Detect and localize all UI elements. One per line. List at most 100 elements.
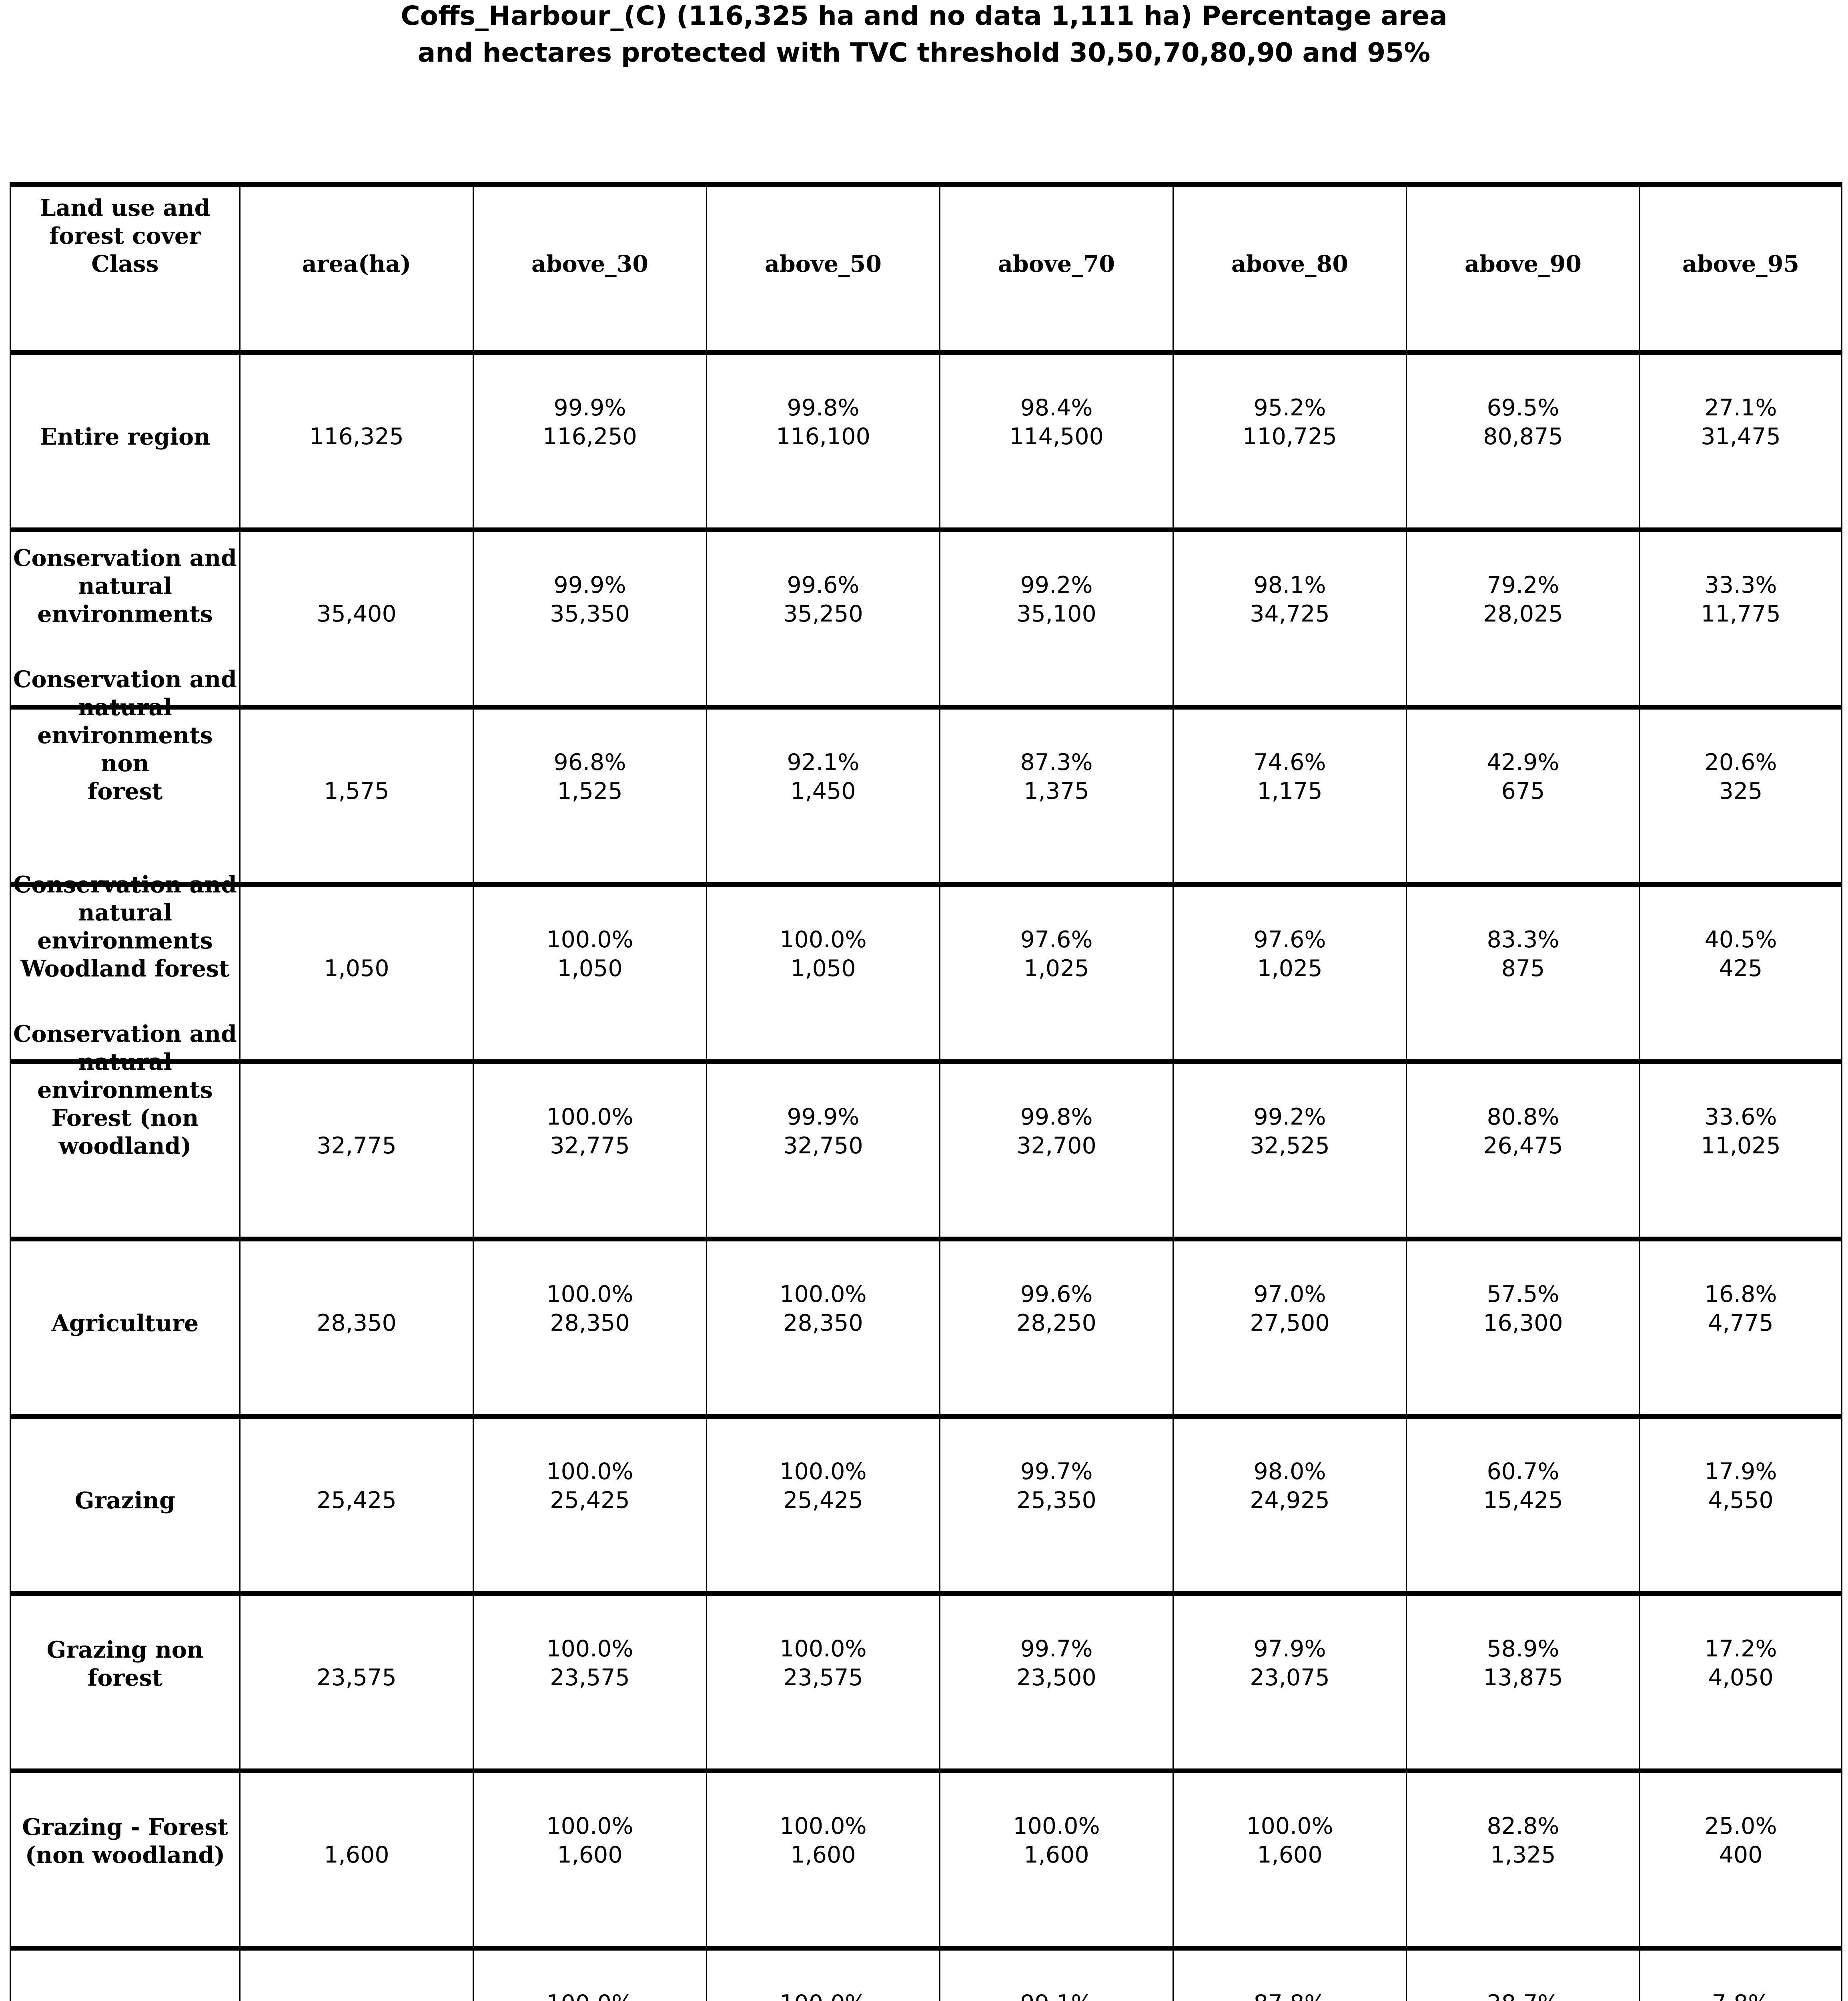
area-cell: 35,400 bbox=[241, 532, 474, 705]
data-cell-above95: 7.8% 225 bbox=[1640, 1951, 1841, 2001]
data-cell-above50: 100.0% 25,425 bbox=[707, 1419, 940, 1591]
data-cell-above80: 99.2% 32,525 bbox=[1174, 1064, 1407, 1237]
data-cell-above70: 99.1% 2,850 bbox=[940, 1951, 1174, 2001]
column-header-label: area(ha) bbox=[302, 251, 411, 277]
area-cell: 2,875 bbox=[241, 1951, 474, 2001]
data-cell-above80: 97.9% 23,075 bbox=[1174, 1596, 1407, 1768]
data-cell-above95: 17.9% 4,550 bbox=[1704, 1458, 1777, 1514]
column-header-label: above_80 bbox=[1231, 251, 1348, 277]
column-header-above50: above_50 bbox=[707, 187, 940, 350]
data-cell-above30: 100.0% 32,775 bbox=[474, 1064, 707, 1237]
data-cell-above30: 100.0% 23,575 bbox=[474, 1596, 707, 1768]
table-row: Conservation and natural environments Fo… bbox=[11, 1021, 1841, 1241]
data-cell-above95: 33.6% 11,025 bbox=[1701, 1103, 1781, 1159]
data-cell-above95: 27.1% 31,475 bbox=[1701, 394, 1781, 450]
data-cell-above50: 99.9% 32,750 bbox=[707, 1064, 940, 1237]
data-cell-above70: 97.6% 1,025 bbox=[940, 887, 1174, 1059]
column-header-above70: above_70 bbox=[940, 187, 1174, 350]
column-header-label: above_30 bbox=[531, 251, 648, 277]
data-cell-above50: 99.8% 116,100 bbox=[707, 355, 940, 527]
column-header-above95: above_95 bbox=[1640, 187, 1841, 350]
area-cell: 28,350 bbox=[241, 1241, 474, 1414]
data-cell-above30: 100.0% 25,425 bbox=[474, 1419, 707, 1591]
table-row: Conservation and natural environments 35… bbox=[11, 532, 1841, 710]
data-cell-above30: 99.9% 116,250 bbox=[474, 355, 707, 527]
data-cell-above30: 99.9% 35,350 bbox=[474, 532, 707, 705]
data-cell-above70: 99.7% 25,350 bbox=[940, 1419, 1174, 1591]
data-cell-above95: 25.0% 400 bbox=[1704, 1813, 1777, 1868]
data-cell-above80: 100.0% 1,600 bbox=[1174, 1773, 1407, 1946]
tvc-threshold-table: Land use and forest cover Class area(ha)… bbox=[10, 182, 1842, 2001]
data-cell-above90: 42.9% 675 bbox=[1407, 710, 1640, 882]
data-cell-above90: 58.9% 13,875 bbox=[1407, 1596, 1640, 1768]
data-cell-above80: 98.1% 34,725 bbox=[1174, 532, 1407, 705]
data-cell-above95: 40.5% 425 bbox=[1704, 926, 1777, 982]
table-row: Entire region 116,325 99.9% 116,250 99.8… bbox=[11, 355, 1841, 532]
table-row: Grazing non forest 23,575 100.0% 23,575 … bbox=[11, 1596, 1841, 1773]
data-cell-above80: 97.0% 27,500 bbox=[1174, 1241, 1407, 1414]
table-row: Grazing - Forest (non woodland) 1,600 10… bbox=[11, 1773, 1841, 1951]
data-cell-above50: 92.1% 1,450 bbox=[707, 710, 940, 882]
area-cell: 116,325 bbox=[241, 355, 474, 527]
data-cell-above95: 17.2% 4,050 bbox=[1704, 1635, 1777, 1691]
data-cell-above95: 20.6% 325 bbox=[1704, 749, 1777, 804]
data-cell-above90: 28.7% 825 bbox=[1407, 1951, 1640, 2001]
corner-header-cell: Land use and forest cover Class bbox=[11, 187, 241, 350]
area-cell: 32,775 bbox=[241, 1064, 474, 1237]
table-row: Conservation and natural environments Wo… bbox=[11, 871, 1841, 1064]
row-label-cell: Conservation and natural environments bbox=[11, 532, 241, 705]
column-header-label: above_50 bbox=[764, 251, 882, 277]
data-cell-above70: 99.7% 23,500 bbox=[940, 1596, 1174, 1768]
column-header-above80: above_80 bbox=[1174, 187, 1407, 350]
row-label-cell: Conservation and natural environments no… bbox=[11, 666, 241, 882]
area-cell: 1,050 bbox=[241, 887, 474, 1059]
row-label-cell: Grazing non forest bbox=[11, 1596, 241, 1768]
data-cell-above90: 80.8% 26,475 bbox=[1407, 1064, 1640, 1237]
area-cell: 25,425 bbox=[241, 1419, 474, 1591]
data-cell-above50: 100.0% 23,575 bbox=[707, 1596, 940, 1768]
table-row: Grazing 25,425 100.0% 25,425 100.0% 25,4… bbox=[11, 1419, 1841, 1596]
data-cell-above50: 100.0% 1,050 bbox=[707, 887, 940, 1059]
data-cell-above95: 33.3% 11,775 bbox=[1701, 571, 1781, 627]
data-cell-above90: 79.2% 28,025 bbox=[1407, 532, 1640, 705]
data-cell-above30: 100.0% 2,875 bbox=[474, 1951, 707, 2001]
row-label-cell: Conservation and natural environments Wo… bbox=[11, 871, 241, 1059]
row-label-cell: Grazing - Forest (non woodland) bbox=[11, 1773, 241, 1946]
corner-header-label: Land use and forest cover Class bbox=[40, 194, 210, 277]
data-cell-above70: 87.3% 1,375 bbox=[940, 710, 1174, 882]
data-cell-above70: 99.6% 28,250 bbox=[940, 1241, 1174, 1414]
area-cell: 23,575 bbox=[241, 1596, 474, 1768]
data-cell-above50: 99.6% 35,250 bbox=[707, 532, 940, 705]
table-body: Entire region 116,325 99.9% 116,250 99.8… bbox=[11, 355, 1841, 2001]
data-cell-above30: 100.0% 1,600 bbox=[474, 1773, 707, 1946]
data-cell-above50: 100.0% 1,600 bbox=[707, 1773, 940, 1946]
data-cell-above80: 97.6% 1,025 bbox=[1174, 887, 1407, 1059]
data-cell-above80: 74.6% 1,175 bbox=[1174, 710, 1407, 882]
data-cell-above95: 16.8% 4,775 bbox=[1704, 1281, 1777, 1336]
column-header-label: above_90 bbox=[1464, 251, 1581, 277]
data-cell-above50: 100.0% 28,350 bbox=[707, 1241, 940, 1414]
data-cell-above90: 57.5% 16,300 bbox=[1407, 1241, 1640, 1414]
row-label-cell: Horticulture bbox=[11, 1951, 241, 2001]
data-cell-above80: 95.2% 110,725 bbox=[1174, 355, 1407, 527]
data-cell-above80: 98.0% 24,925 bbox=[1174, 1419, 1407, 1591]
column-header-area: area(ha) bbox=[241, 187, 474, 350]
data-cell-above90: 69.5% 80,875 bbox=[1407, 355, 1640, 527]
row-label-cell: Agriculture bbox=[11, 1241, 241, 1414]
row-label-cell: Entire region bbox=[11, 355, 241, 527]
table-header-row: Land use and forest cover Class area(ha)… bbox=[11, 187, 1841, 355]
data-cell-above70: 100.0% 1,600 bbox=[940, 1773, 1174, 1946]
data-cell-above30: 100.0% 1,050 bbox=[474, 887, 707, 1059]
area-cell: 1,575 bbox=[241, 710, 474, 882]
data-cell-above90: 60.7% 15,425 bbox=[1407, 1419, 1640, 1591]
table-row: Agriculture 28,350 100.0% 28,350 100.0% … bbox=[11, 1241, 1841, 1419]
column-header-label: above_95 bbox=[1682, 251, 1799, 277]
table-row: Horticulture 2,875 100.0% 2,875 100.0% 2… bbox=[11, 1951, 1841, 2001]
row-label-cell: Grazing bbox=[11, 1419, 241, 1591]
data-cell-above80: 87.8% 2,525 bbox=[1174, 1951, 1407, 2001]
data-cell-above30: 100.0% 28,350 bbox=[474, 1241, 707, 1414]
report-title: Coffs_Harbour_(C) (116,325 ha and no dat… bbox=[401, 0, 1447, 68]
data-cell-above70: 99.8% 32,700 bbox=[940, 1064, 1174, 1237]
data-cell-above90: 82.8% 1,325 bbox=[1407, 1773, 1640, 1946]
data-cell-above90: 83.3% 875 bbox=[1407, 887, 1640, 1059]
